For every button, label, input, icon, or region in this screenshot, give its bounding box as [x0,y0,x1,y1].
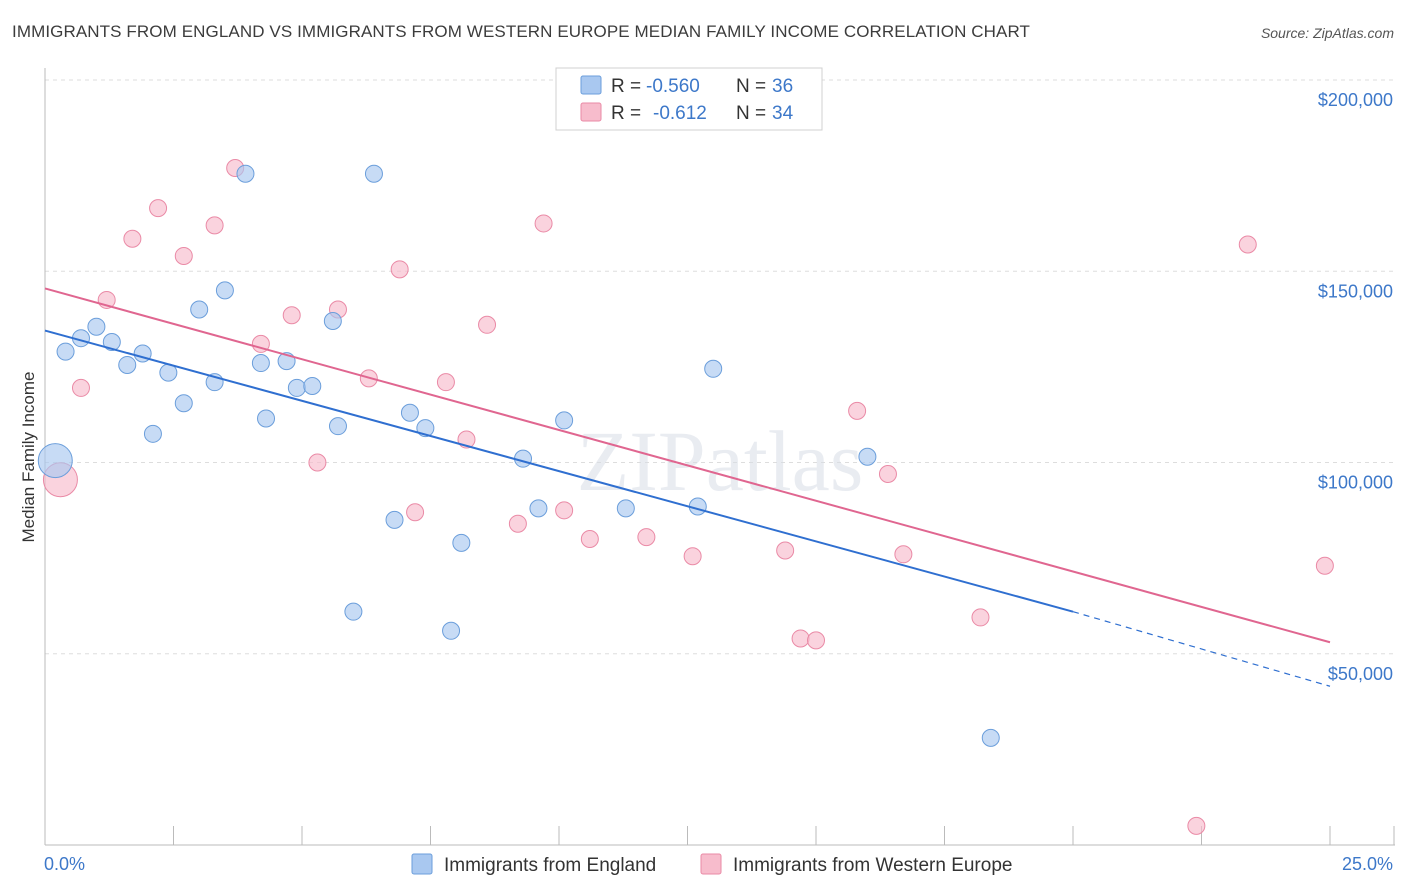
western-europe-point [123,229,142,248]
england-point [452,533,471,552]
england-point [143,424,162,443]
y-tick-label: $150,000 [1318,281,1393,301]
western-europe-point [436,373,455,392]
england-point [287,378,306,397]
western-europe-point [683,547,702,566]
england-point [555,411,574,430]
legend-western-swatch [580,102,602,122]
x-tick-label: 0.0% [44,854,85,874]
correlation-legend: R = -0.560 N = 36 R = -0.612 N = 34 [555,67,823,131]
england-point [704,359,723,378]
legend-england-r-value: -0.560 [646,76,700,97]
england-point [981,728,1000,747]
england-point [236,164,255,183]
legend-england-n-label: N = [736,76,766,97]
england-point [303,377,322,395]
western-europe-point [555,501,574,520]
england-point [118,355,137,374]
england-point [37,443,73,479]
england-point [56,342,75,361]
england-point [364,164,383,183]
england-point [385,510,404,529]
y-tick-labels: $50,000 $100,000 $150,000 $200,000 [1318,90,1393,684]
western-europe-point [637,528,656,547]
y-tick-label: $200,000 [1318,90,1393,110]
england-point [416,419,435,438]
bottom-legend-england-swatch [411,853,433,875]
england-point [87,317,106,336]
western-europe-point [878,464,897,483]
england-point [190,300,209,319]
england-point [858,447,877,466]
western-europe-point [807,631,825,650]
england-point [616,499,635,518]
western-europe-point [308,453,327,472]
england-point [323,311,342,330]
legend-western-n-value: 34 [772,103,794,124]
legend-england-swatch [580,75,602,95]
western-europe-point [508,514,527,533]
series-western-europe-points [42,158,1334,835]
legend-england-r-label: R = [611,76,641,97]
legend-western-r-value: -0.612 [653,103,707,124]
y-axis-label: Median Family Income [19,371,38,542]
western-europe-trend-line [44,287,1331,644]
england-point [174,394,193,413]
england-point [251,354,270,373]
western-europe-point [149,199,168,218]
bottom-legend-western-swatch [700,853,722,875]
england-point [328,417,347,436]
western-europe-point [205,216,224,235]
england-point [442,621,461,640]
western-europe-point [971,608,990,627]
y-tick-label: $100,000 [1318,473,1393,493]
england-trend-extension [1072,611,1331,687]
legend-western-r-label: R = [611,103,641,124]
western-europe-point [1187,816,1206,835]
legend-england-n-value: 36 [772,76,793,97]
western-europe-point [478,315,497,334]
western-europe-point [848,401,867,420]
england-point [102,333,121,352]
western-europe-point [71,378,90,397]
chart-title: IMMIGRANTS FROM ENGLAND VS IMMIGRANTS FR… [12,22,1031,41]
western-europe-point [534,214,553,233]
england-point [215,281,234,300]
bottom-legend-england-label: Immigrants from England [444,855,656,876]
western-europe-point [580,530,599,548]
trend-lines [44,287,1331,687]
watermark: ZIPatlas [577,413,864,509]
western-europe-point [406,503,425,522]
legend-western-n-label: N = [736,103,766,124]
x-tick-label: 25.0% [1342,854,1393,874]
england-point [344,602,363,621]
western-europe-point [776,541,795,560]
western-europe-point [1238,235,1257,254]
western-europe-point [1315,556,1334,575]
western-europe-point [174,246,193,265]
western-europe-point [282,306,301,325]
england-point [257,409,276,428]
y-tick-label: $50,000 [1328,664,1393,684]
series-legend: Immigrants from England Immigrants from … [411,853,1012,876]
x-tick-labels: 0.0% 25.0% [44,854,1393,874]
axes [44,68,1395,846]
western-europe-point [894,545,913,564]
england-trend-line [44,329,1074,613]
western-europe-point [791,629,810,648]
england-point [400,403,419,422]
source-credit: Source: ZipAtlas.com [1260,25,1394,41]
bottom-legend-western-label: Immigrants from Western Europe [733,855,1012,876]
western-europe-point [390,260,409,279]
england-point [529,499,548,518]
